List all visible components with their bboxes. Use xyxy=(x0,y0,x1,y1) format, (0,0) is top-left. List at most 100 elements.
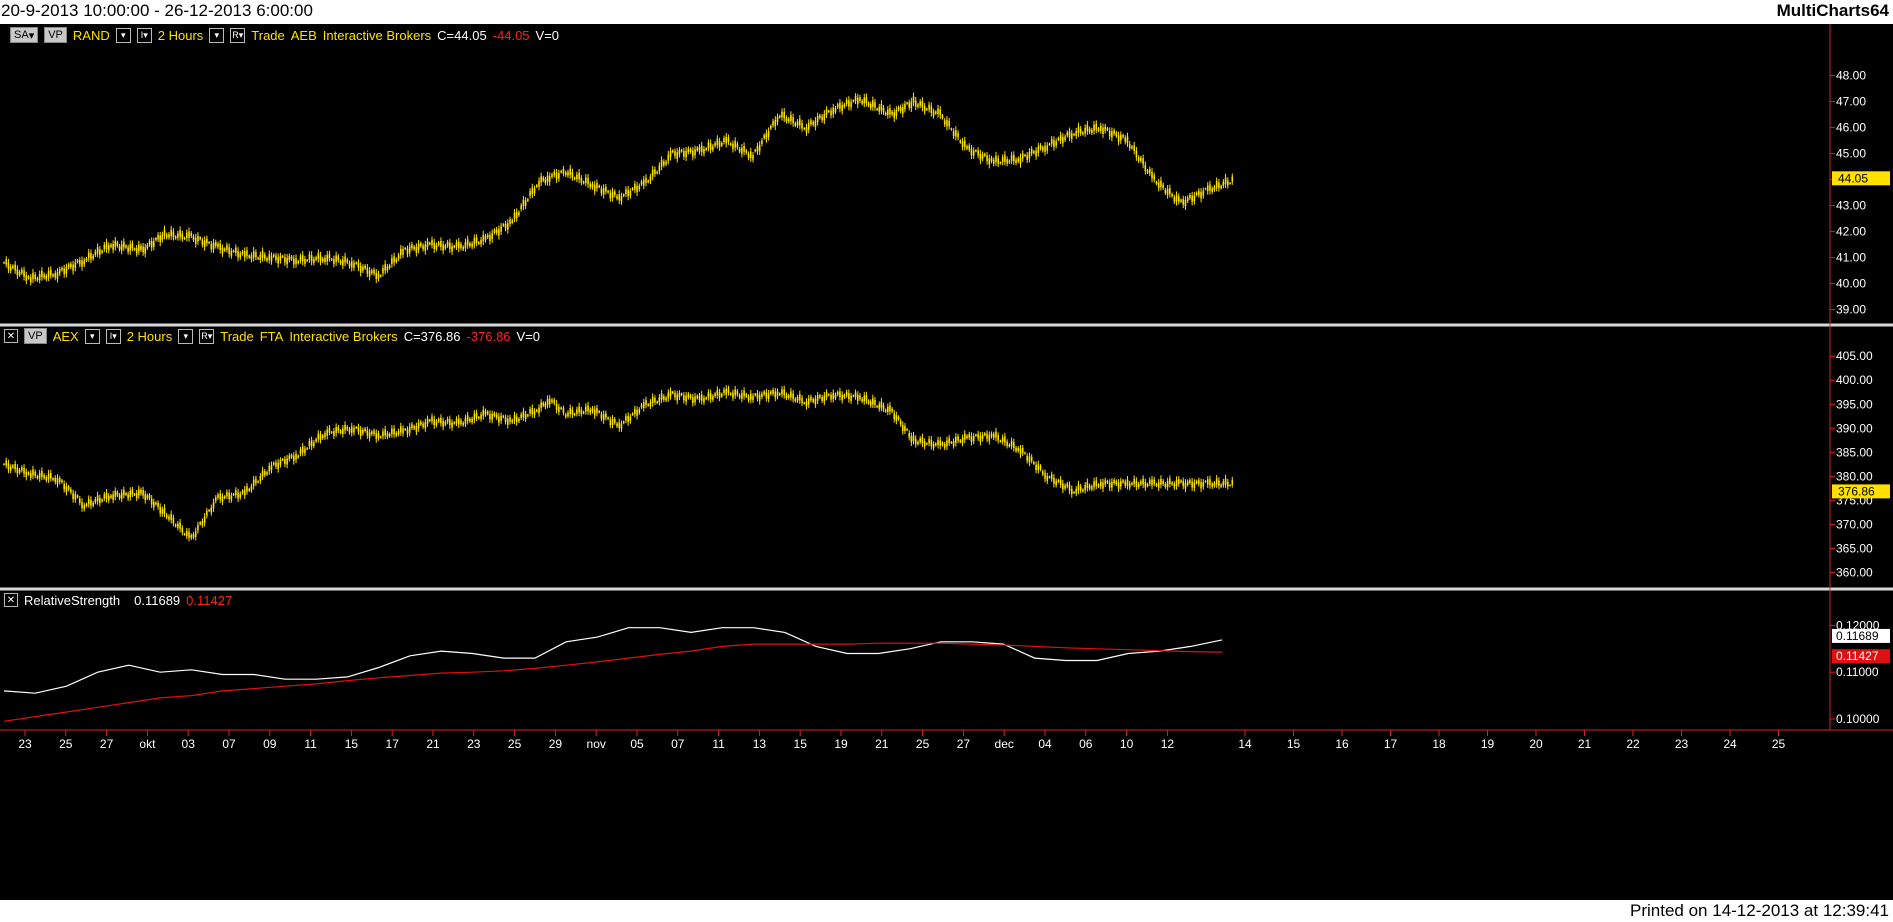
price-candle-body xyxy=(1209,479,1211,486)
price-candle-body xyxy=(984,433,986,436)
price-candle-body xyxy=(1030,456,1033,461)
y-tick-label: 405.00 xyxy=(1836,349,1873,363)
chevron-down-icon[interactable]: ▾ xyxy=(115,27,131,43)
rs-name: RelativeStrength xyxy=(24,592,121,608)
range-dropdown-icon[interactable]: R▾ xyxy=(199,328,215,344)
price-candle-body xyxy=(455,242,458,248)
price-candle-body xyxy=(460,244,462,249)
chart-svg[interactable]: 48.0047.0046.0045.0044.0043.0042.0041.00… xyxy=(0,24,1893,900)
price-candle-body xyxy=(1115,132,1118,136)
price-candle-body xyxy=(912,96,915,103)
chart-area[interactable]: 48.0047.0046.0045.0044.0043.0042.0041.00… xyxy=(0,24,1893,900)
price-candle-body xyxy=(992,159,995,164)
price-candle-body xyxy=(787,118,790,122)
interval-dropdown-icon[interactable]: I▾ xyxy=(105,328,121,344)
price-candle-body xyxy=(651,397,654,404)
price-candle-body xyxy=(689,395,692,399)
price-candle-body xyxy=(585,406,587,412)
price-candle-body xyxy=(955,436,957,443)
price-candle-body xyxy=(803,402,806,404)
price-candle-body xyxy=(237,492,239,499)
price-candle-body xyxy=(466,239,469,246)
price-candle-body xyxy=(1135,480,1138,487)
price-candle-body xyxy=(185,232,188,239)
interval-dropdown-icon[interactable]: I▾ xyxy=(136,27,152,43)
price-candle-body xyxy=(772,389,774,394)
y-tick-label: 40.00 xyxy=(1836,277,1866,291)
price-candle-body xyxy=(214,242,217,247)
price-candle-body xyxy=(1177,196,1180,202)
price-candle-body xyxy=(902,425,904,432)
price-candle-body xyxy=(921,437,924,444)
price-candle-body xyxy=(457,418,460,425)
price-candle-body xyxy=(297,455,300,458)
price-candle-body xyxy=(74,494,77,500)
chevron-down-icon[interactable]: ▾ xyxy=(178,328,194,344)
price-candle-body xyxy=(1182,199,1185,205)
price-candle-body xyxy=(977,433,979,439)
price-candle-body xyxy=(281,458,284,461)
price-candle-body xyxy=(605,186,607,192)
y-tick-label: 390.00 xyxy=(1836,421,1873,435)
price-candle-body xyxy=(578,406,580,413)
price-candle-body xyxy=(159,507,162,514)
price-candle-body xyxy=(201,521,204,526)
y-tick-label: 46.00 xyxy=(1836,121,1866,135)
vp-button[interactable]: VP xyxy=(44,27,67,43)
price-candle-body xyxy=(555,403,558,410)
price-candle-body xyxy=(21,467,23,471)
price-candle-body xyxy=(491,414,493,420)
price-candle-body xyxy=(716,138,719,145)
price-candle-body xyxy=(727,388,730,393)
price-candle-body xyxy=(359,266,362,273)
range-dropdown-icon[interactable]: R▾ xyxy=(230,27,246,43)
price-candle-body xyxy=(1021,448,1024,453)
price-candle-body xyxy=(558,406,560,412)
close-icon[interactable]: ✕ xyxy=(4,593,18,607)
price-candle-body xyxy=(442,421,444,427)
price-candle-body xyxy=(567,171,569,176)
price-candle-body xyxy=(261,251,264,258)
price-candle-body xyxy=(1104,480,1107,485)
price-candle-body xyxy=(1140,157,1142,161)
vp-button[interactable]: VP xyxy=(24,328,47,344)
price-candle-body xyxy=(1220,484,1222,487)
price-candle-body xyxy=(848,100,850,107)
price-candle-body xyxy=(446,242,449,246)
sa-button[interactable]: SA ▾ xyxy=(10,27,39,43)
price-candle-body xyxy=(869,401,872,406)
rs-ma-line xyxy=(3,642,1223,722)
price-candle-body xyxy=(153,502,155,508)
x-tick-label: 27 xyxy=(100,737,114,751)
close-icon[interactable]: ✕ xyxy=(4,329,18,343)
price-candle-body xyxy=(997,435,1000,441)
price-candle-body xyxy=(1106,480,1109,483)
price-candle-body xyxy=(65,486,68,492)
price-candle-body xyxy=(449,242,451,250)
price-candle-body xyxy=(1077,484,1080,491)
price-candle-body xyxy=(642,402,645,409)
price-candle-body xyxy=(1006,441,1008,446)
price-candle-body xyxy=(576,174,578,180)
price-candle-body xyxy=(580,177,583,183)
price-candle-body xyxy=(14,264,16,271)
price-candle-body xyxy=(203,516,206,523)
price-candle-body xyxy=(3,262,5,264)
price-candle-body xyxy=(598,185,600,188)
chevron-down-icon[interactable]: ▾ xyxy=(84,328,100,344)
price-candle-body xyxy=(865,97,868,103)
x-tick-label: 18 xyxy=(1432,737,1446,751)
chevron-down-icon[interactable]: ▾ xyxy=(209,27,225,43)
price-candle-body xyxy=(823,113,826,121)
price-candle-body xyxy=(948,438,950,444)
price-candle-body xyxy=(295,453,297,460)
price-candle-body xyxy=(395,259,398,262)
price-candle-body xyxy=(433,419,436,426)
price-candle-body xyxy=(680,393,683,396)
price-candle-body xyxy=(576,409,578,414)
price-candle-body xyxy=(81,502,83,509)
x-tick-label: 20 xyxy=(1529,737,1543,751)
price-candle-body xyxy=(937,108,939,115)
price-candle-body xyxy=(357,262,360,268)
price-candle-body xyxy=(932,443,935,449)
